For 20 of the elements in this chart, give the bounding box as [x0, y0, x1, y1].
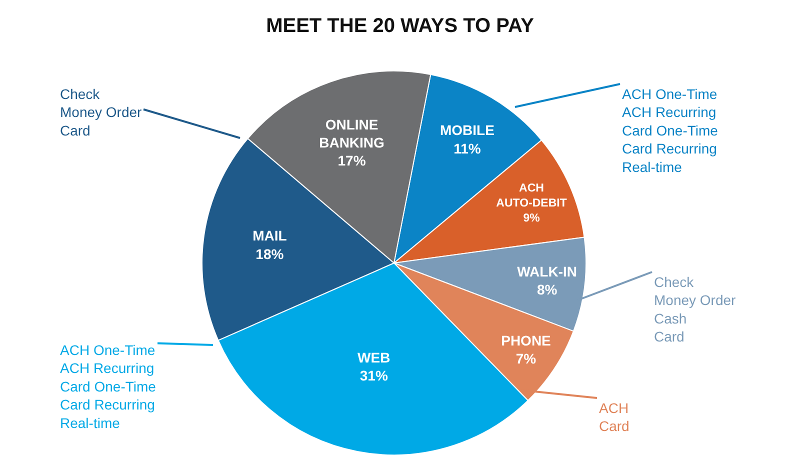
slice-label: ONLINE BANKING [319, 116, 385, 151]
data-label: 18% [256, 246, 284, 262]
data-label: 9% [523, 212, 540, 224]
text: Check Money Order Cash Card [654, 274, 736, 345]
data-label: 31% [360, 368, 388, 384]
data-label: 7% [516, 350, 537, 367]
slice-label: ACH AUTO-DEBIT [496, 182, 567, 210]
data-label: 17% [338, 152, 366, 169]
slice-label: WEB [358, 349, 390, 366]
data-label: 11% [454, 140, 482, 156]
slice-label: MOBILE [440, 122, 494, 138]
data-label: 8% [536, 282, 558, 298]
slice-label: PHONE [501, 332, 551, 349]
text: ACH One-Time ACH Recurring Card One-Time Card Recurring Real-time [622, 86, 718, 175]
slice-label: MAIL [252, 228, 288, 244]
slice-label: WALK-IN [517, 263, 577, 280]
text: ACH One-Time ACH Recurring Card One-Time Card Recurring Real-time [60, 342, 156, 431]
text: Check Money Order Card [60, 86, 142, 138]
chart-title: MEET THE 20 WAYS TO PAY [266, 15, 535, 37]
text: ACH Card [599, 400, 630, 434]
